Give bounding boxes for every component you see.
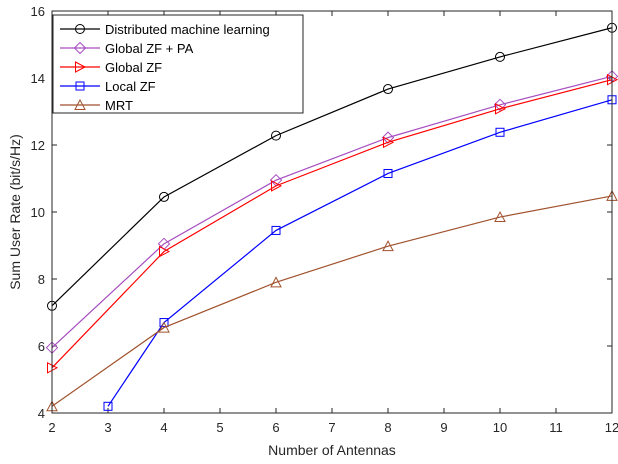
triangle-right-marker [75, 61, 87, 73]
legend-item: MRT [60, 98, 133, 113]
y-tick-label: 4 [38, 406, 45, 421]
y-tick-label: 14 [31, 71, 45, 86]
legend-item: Global ZF [60, 60, 162, 75]
legend-label: Global ZF [105, 60, 162, 75]
diamond-marker [381, 131, 395, 144]
circle-marker [159, 191, 169, 202]
diamond-marker [73, 41, 87, 55]
triangle-right-marker [271, 180, 283, 192]
triangle-right-marker [383, 136, 395, 149]
x-tick-label: 11 [549, 420, 563, 435]
square-marker [271, 225, 281, 235]
series-line [51, 195, 613, 407]
square-marker [75, 81, 85, 91]
series-line [51, 27, 613, 307]
triangle-up-marker [382, 240, 394, 252]
triangle-right-marker [159, 245, 171, 258]
series-local-zf [103, 95, 617, 411]
triangle-right-marker [495, 102, 507, 115]
square-marker [383, 168, 393, 178]
series-line [51, 75, 613, 349]
legend-label: Distributed machine learning [105, 22, 270, 37]
series-line [107, 99, 613, 407]
square-marker [159, 318, 169, 328]
triangle-up-marker [158, 321, 170, 333]
plot-frame [51, 10, 613, 414]
y-tick-labels: 4 6 8 10 12 14 16 [31, 4, 45, 421]
triangle-up-marker [74, 98, 86, 110]
circle-marker [75, 24, 85, 34]
x-tick-label: 10 [493, 420, 507, 435]
x-tick-label: 5 [216, 420, 223, 435]
legend: Distributed machine learning Global ZF + … [52, 14, 304, 114]
legend-label: Global ZF + PA [105, 41, 194, 56]
x-tick-label: 6 [272, 420, 279, 435]
diamond-marker [493, 98, 507, 112]
y-axis-title: Sum User Rate (bit/s/Hz) [7, 134, 23, 290]
y-tick-label: 16 [31, 4, 45, 19]
circle-marker [271, 130, 281, 141]
x-tick-label: 12 [605, 420, 618, 435]
x-tick-label: 3 [104, 420, 111, 435]
series-layer [45, 22, 618, 412]
circle-marker [495, 51, 505, 62]
square-marker [103, 401, 113, 411]
x-axis-title: Number of Antennas [268, 442, 396, 458]
circle-marker [383, 84, 393, 95]
x-tick-label: 4 [160, 420, 167, 435]
x-tick-label: 9 [440, 420, 447, 435]
x-tick-label: 7 [328, 420, 335, 435]
legend-item: Distributed machine learning [60, 22, 270, 37]
legend-box [52, 14, 304, 114]
y-tick-label: 10 [31, 205, 45, 220]
y-tick-label: 6 [38, 339, 45, 354]
legend-label: Local ZF [105, 79, 156, 94]
y-tick-label: 8 [38, 272, 45, 287]
y-tick-label: 12 [31, 138, 45, 153]
legend-label: MRT [105, 98, 133, 113]
legend-item: Local ZF [60, 79, 156, 94]
x-tick-labels: 2 3 4 5 6 7 8 9 10 11 12 [48, 420, 618, 435]
triangle-up-marker [494, 210, 506, 223]
square-marker [495, 127, 505, 137]
triangle-up-marker [270, 276, 282, 288]
x-tick-label: 2 [48, 420, 55, 435]
x-tick-label: 8 [384, 420, 391, 435]
legend-item: Global ZF + PA [60, 41, 194, 56]
series-line [51, 79, 613, 369]
